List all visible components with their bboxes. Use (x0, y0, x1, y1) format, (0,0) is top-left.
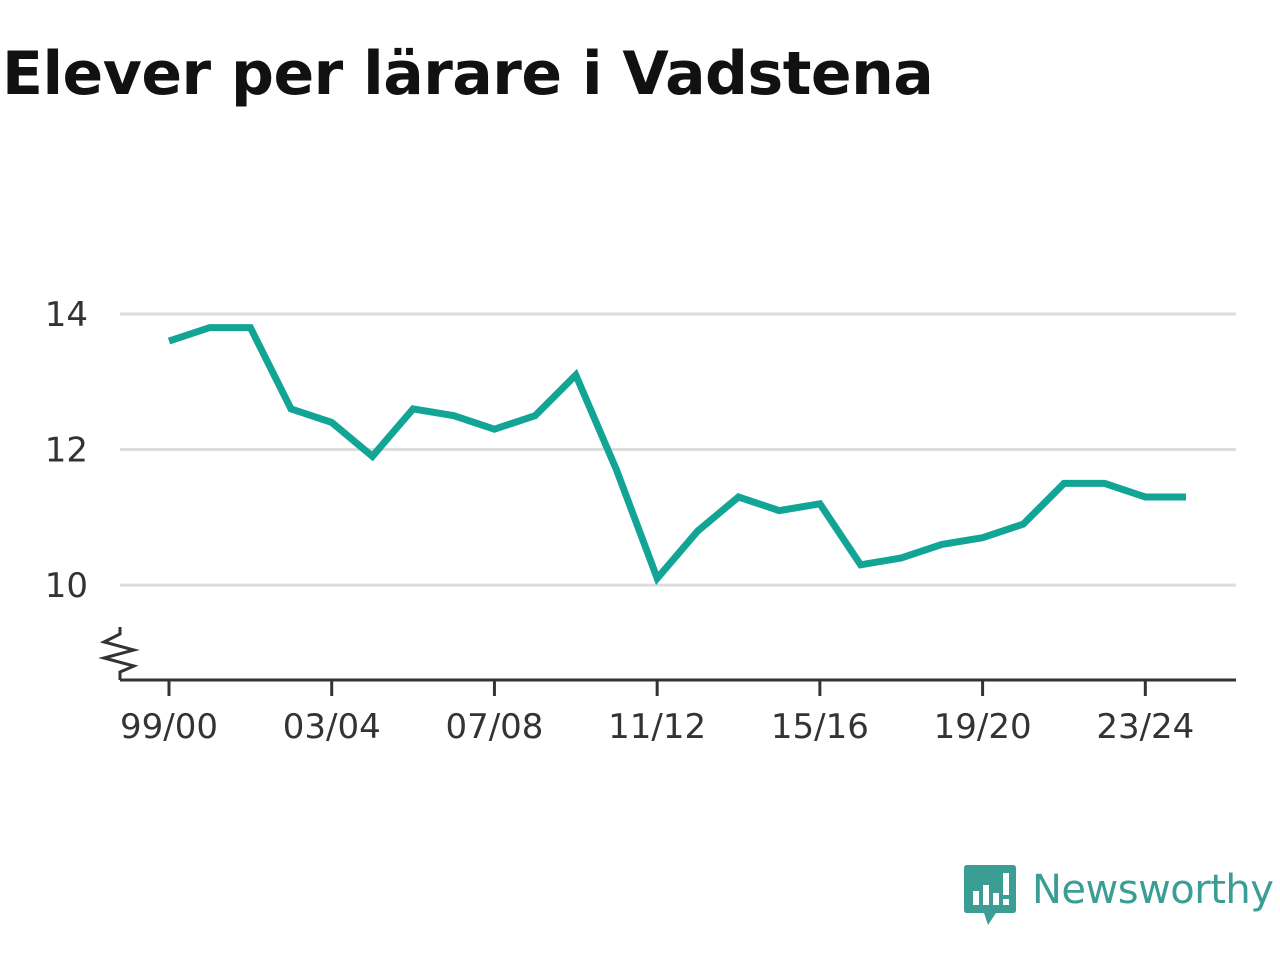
y-axis-break-marker (98, 627, 140, 680)
y-tick-label: 14 (45, 295, 88, 335)
series-line-0 (167, 324, 1186, 586)
y-tick-label: 10 (45, 566, 88, 606)
x-tick-label: 15/16 (771, 707, 869, 747)
x-tick-label: 19/20 (934, 707, 1032, 747)
x-tick-label: 11/12 (608, 707, 706, 747)
brand-name: Newsworthy (1032, 867, 1274, 913)
x-tick-label: 03/04 (283, 707, 381, 747)
x-tick-label: 23/24 (1096, 707, 1194, 747)
brand-logo: Newsworthy (964, 864, 1274, 928)
y-tick-label: 12 (45, 431, 88, 471)
x-tick-label: 07/08 (445, 707, 543, 747)
grid-lines (120, 312, 1236, 587)
chart-title: Elever per lärare i Vadstena (2, 39, 934, 109)
x-tick-label: 99/00 (120, 707, 218, 747)
axes (98, 627, 1236, 696)
newsworthy-logo-icon (964, 865, 1016, 925)
tick-labels: 10 12 14 99/00 03/04 07/08 11/12 15/16 19/20 23/2… (45, 295, 1195, 747)
series-lines (167, 324, 1186, 586)
